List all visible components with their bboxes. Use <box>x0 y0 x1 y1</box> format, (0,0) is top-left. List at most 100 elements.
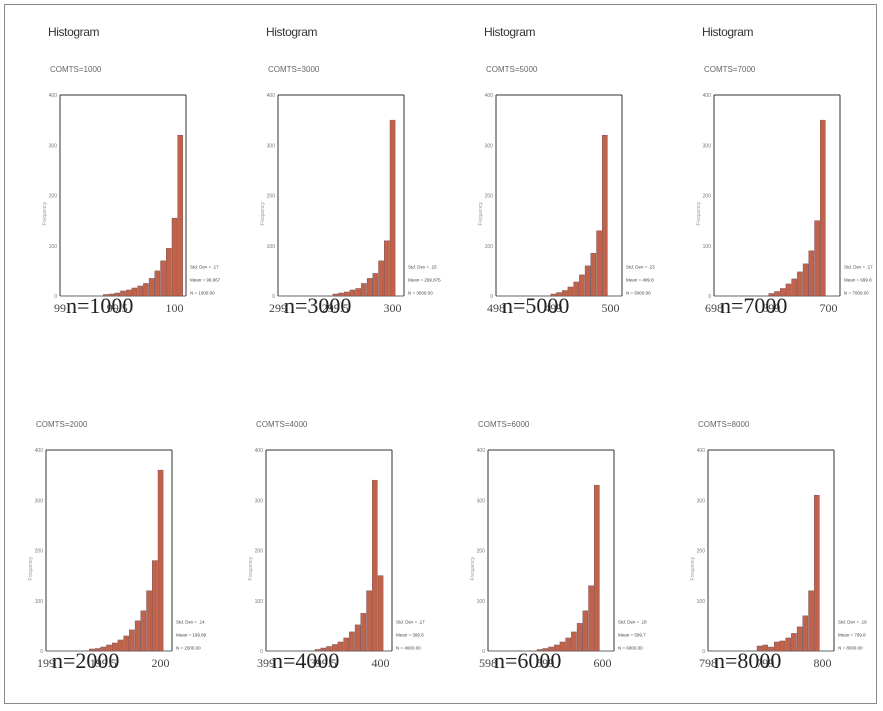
histogram-bar <box>320 647 327 652</box>
stats-label: N = 6000.00 <box>618 645 643 650</box>
x-tick-label: 798 <box>699 656 717 670</box>
panel-subtitle: COMTS=7000 <box>704 65 756 74</box>
histogram-panel: Histogram COMTS=7000 400 300 200 100 0 Frequenc… <box>692 5 883 335</box>
stats-label: N = 7000.00 <box>844 290 869 295</box>
histogram-bar <box>160 260 166 297</box>
histogram-bar <box>331 644 338 652</box>
sample-size-label: n=2000 <box>52 648 120 673</box>
histogram-bar <box>354 624 361 652</box>
y-tick-label: 300 <box>49 143 58 149</box>
sample-size-label: n=4000 <box>272 648 340 673</box>
histogram-bar <box>152 560 158 652</box>
histogram-bar <box>773 641 780 652</box>
panel-title: Histogram <box>484 25 536 39</box>
stats-label: Mean = 99.867 <box>190 277 221 282</box>
histogram-bar <box>361 283 367 297</box>
histogram-bar <box>756 645 763 652</box>
histogram-bar <box>802 615 809 652</box>
panel-title: Histogram <box>266 25 318 39</box>
y-tick-label: 100 <box>697 599 706 605</box>
histogram-bar <box>343 291 350 297</box>
histogram-bar <box>148 278 155 297</box>
stats-label: N = 2000.00 <box>176 645 201 650</box>
histogram-bar <box>100 646 107 652</box>
histogram-bar <box>588 585 594 652</box>
histogram-panel: Histogram COMTS=1000 400 300 200 100 0 Frequenc… <box>38 5 243 335</box>
histogram-bar <box>125 289 132 297</box>
histogram-bar <box>114 292 121 297</box>
histogram-bar <box>768 646 774 652</box>
histogram-bar <box>384 240 390 297</box>
histogram-bar <box>779 288 786 297</box>
sample-size-label: n=7000 <box>720 293 788 318</box>
histogram-plot: 400 300 200 100 0 Frequency Std. Dev = .17 Mean… <box>42 93 221 315</box>
stats-label: Std. Dev = .18 <box>618 619 647 624</box>
histogram-bar <box>377 575 384 652</box>
sample-size-label: n=5000 <box>502 293 570 318</box>
panel-title: Histogram <box>48 25 100 39</box>
histogram-bar <box>389 119 396 297</box>
histogram-bar <box>137 285 143 297</box>
histogram-bar <box>157 469 164 652</box>
histogram-bar <box>89 648 95 652</box>
histogram-bar <box>366 278 373 297</box>
x-tick-label: 199.5 <box>90 656 117 670</box>
histogram-bar <box>814 495 820 652</box>
x-tick-label: 400 <box>372 656 390 670</box>
histogram-bar <box>360 613 367 652</box>
histogram-plot: 400 300 200 100 0 Frequency Std. Dev = .23 Mean… <box>478 93 655 315</box>
y-tick-label: 100 <box>703 244 712 250</box>
histogram-bar <box>108 293 115 297</box>
x-tick-label: 300 <box>384 301 402 315</box>
y-tick-label: 0 <box>490 294 493 300</box>
histogram-bar <box>797 271 803 297</box>
histogram-bar <box>548 646 554 652</box>
histogram-bar <box>768 293 775 297</box>
histogram-bar <box>171 217 178 297</box>
histogram-plot: 400 300 200 100 0 Frequency Std. Dev = .17 Mean… <box>696 93 873 315</box>
y-tick-label: 400 <box>35 448 44 454</box>
y-tick-label: 100 <box>255 599 264 605</box>
histogram-bar <box>326 646 332 652</box>
stats-label: N = 8000.00 <box>838 645 863 650</box>
histogram-bar <box>166 248 172 297</box>
y-axis-label: Frequency <box>28 556 34 580</box>
panel-subtitle: COMTS=6000 <box>478 420 530 429</box>
histogram-bar <box>140 610 147 652</box>
y-tick-label: 300 <box>255 498 264 504</box>
histogram-bar <box>337 641 344 652</box>
x-tick-label: 700 <box>820 301 838 315</box>
stats-label: N = 3000.00 <box>408 290 433 295</box>
y-tick-label: 200 <box>485 194 494 200</box>
x-tick-label: 699 <box>762 301 780 315</box>
histogram-bar <box>120 290 126 297</box>
y-tick-label: 300 <box>697 498 706 504</box>
x-tick-label: 600 <box>594 656 612 670</box>
histogram-bar <box>559 641 566 652</box>
x-tick-label: 199 <box>37 656 55 670</box>
x-tick-label: 800 <box>814 656 832 670</box>
histogram-plot: 400 300 200 100 0 Frequency Std. Dev = .19 Mean… <box>690 448 867 670</box>
panel-subtitle: COMTS=4000 <box>256 420 308 429</box>
histogram-bar <box>584 265 591 297</box>
histogram-bar <box>774 291 780 297</box>
y-tick-label: 200 <box>255 549 264 555</box>
y-tick-label: 300 <box>485 143 494 149</box>
panel-subtitle: COMTS=1000 <box>50 65 102 74</box>
histogram-bar <box>372 479 378 652</box>
x-tick-label: 399 <box>257 656 275 670</box>
y-tick-label: 300 <box>35 498 44 504</box>
histogram-bar <box>338 292 344 297</box>
histogram-bar <box>117 639 124 652</box>
histogram-bar <box>808 590 814 652</box>
y-tick-label: 0 <box>708 294 711 300</box>
stats-label: Std. Dev = .19 <box>838 619 867 624</box>
histogram-bar <box>561 290 568 297</box>
sample-size-label: n=1000 <box>66 293 134 318</box>
histogram-bar <box>111 642 118 652</box>
y-tick-label: 0 <box>272 294 275 300</box>
panel-subtitle: COMTS=5000 <box>486 65 538 74</box>
histogram-bar <box>762 644 769 652</box>
y-tick-label: 100 <box>49 244 58 250</box>
histogram-bar <box>791 278 797 297</box>
